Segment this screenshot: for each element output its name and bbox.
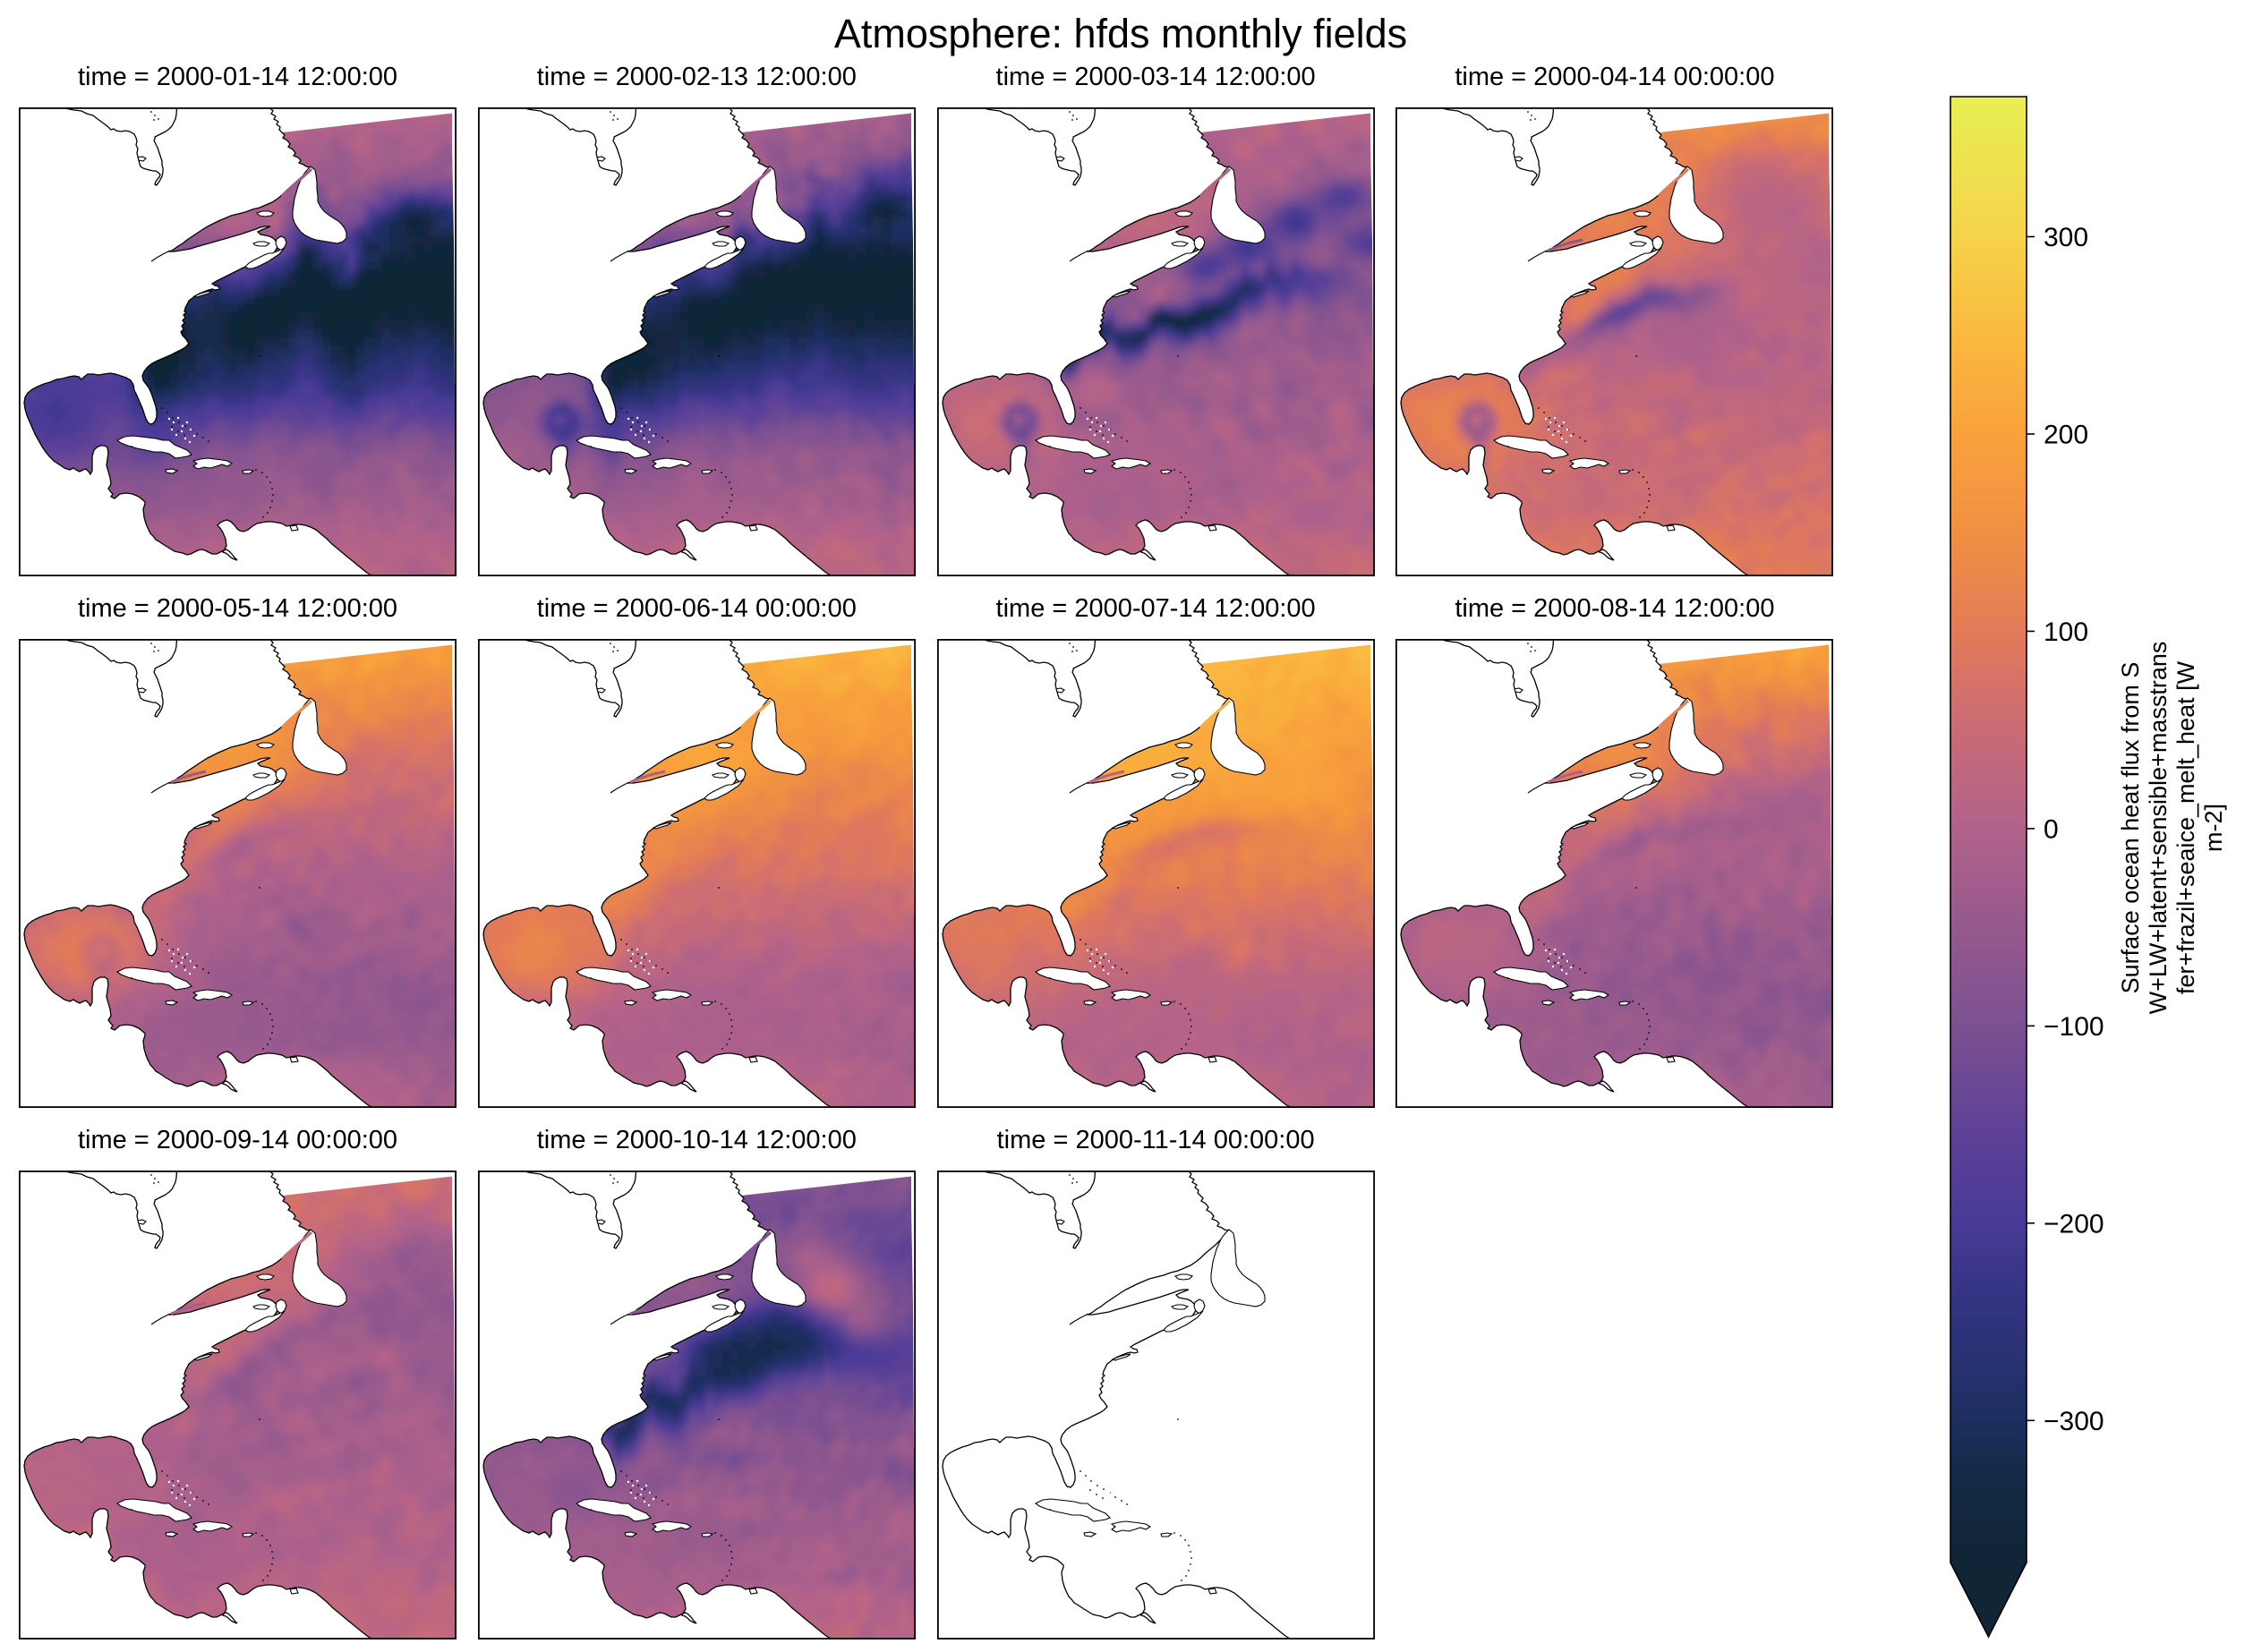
svg-text:−300: −300 xyxy=(2044,1407,2104,1436)
svg-text:100: 100 xyxy=(2044,617,2088,647)
svg-text:W+LW+latent+sensible+masstrans: W+LW+latent+sensible+masstrans xyxy=(2145,642,2172,1015)
svg-text:m-2]: m-2] xyxy=(2200,804,2227,852)
svg-text:0: 0 xyxy=(2044,814,2059,844)
svg-text:300: 300 xyxy=(2044,223,2088,252)
svg-text:−100: −100 xyxy=(2044,1012,2104,1042)
svg-text:200: 200 xyxy=(2044,421,2088,450)
svg-text:fer+frazil+seaice_melt_heat [W: fer+frazil+seaice_melt_heat [W xyxy=(2172,660,2199,994)
svg-text:−200: −200 xyxy=(2044,1209,2104,1239)
svg-text:Surface ocean heat flux from S: Surface ocean heat flux from S xyxy=(2117,662,2144,994)
